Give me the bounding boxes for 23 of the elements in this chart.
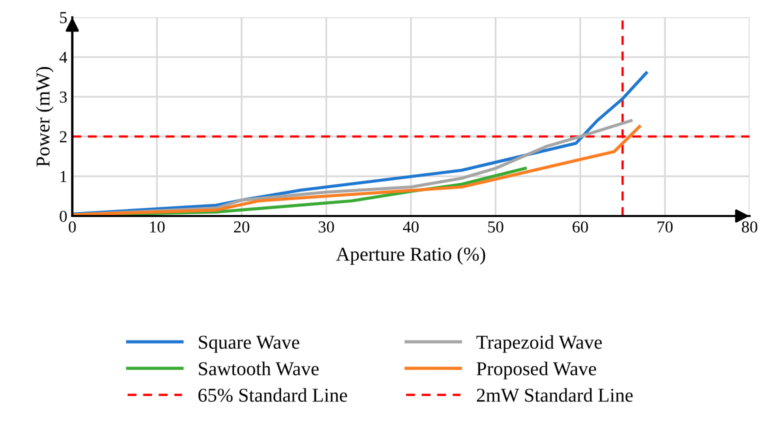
legend-label: 65% Standard Line <box>198 388 348 402</box>
x-tick-label: 50 <box>488 221 504 233</box>
x-tick-label: 20 <box>234 221 250 233</box>
y-tick-label: 5 <box>60 12 67 24</box>
x-tick-label: 60 <box>572 221 588 233</box>
y-tick-label: 4 <box>59 52 68 63</box>
x-tick-label: 40 <box>402 221 419 233</box>
y-tick-label: 3 <box>60 92 67 103</box>
y-tick-label: 0 <box>60 210 67 222</box>
x-tick-label: 0 <box>68 221 76 233</box>
legend-label: Proposed Wave <box>476 362 596 380</box>
legend-label: 2mW Standard Line <box>476 388 633 402</box>
y-tick-label: 1 <box>60 171 66 182</box>
legend-label: Square Wave <box>198 336 300 353</box>
x-tick-label: 10 <box>150 221 165 233</box>
legend-label: Sawtooth Wave <box>198 362 319 376</box>
x-tick-label: 30 <box>318 221 334 233</box>
x-tick-label: 80 <box>742 221 758 233</box>
x-tick-label: 70 <box>658 221 673 233</box>
x-axis-title: Aperture Ratio (%) <box>336 247 486 265</box>
y-axis-title: Power (mW) <box>36 67 54 167</box>
y-tick-label: 2 <box>60 131 67 142</box>
legend-label: Trapezoid Wave <box>476 335 602 353</box>
